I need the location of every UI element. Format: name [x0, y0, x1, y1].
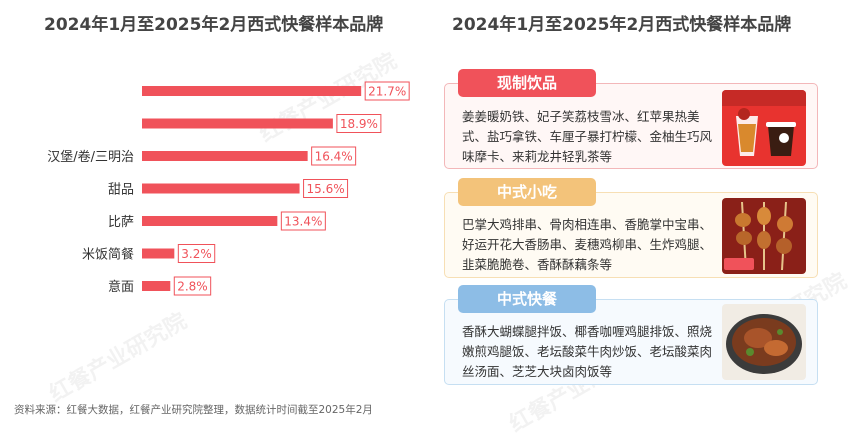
- source-note: 资料来源：红餐大数据，红餐产业研究院整理，数据统计时间截至2025年2月: [14, 404, 373, 416]
- data-label: 2.8%: [177, 280, 208, 294]
- category-label: 比萨: [108, 215, 134, 230]
- rice-dish-photo: [722, 304, 806, 380]
- data-label: 15.6%: [306, 182, 344, 196]
- right-panel-title: 2024年1月至2025年2月西式快餐样本品牌: [452, 15, 792, 35]
- bar: [142, 118, 333, 129]
- data-label-box: [173, 276, 212, 296]
- bar: [142, 248, 175, 259]
- card-drinks-header: 现制饮品: [458, 69, 596, 97]
- bar: [142, 183, 300, 194]
- bar: [142, 86, 362, 96]
- bar: [142, 151, 308, 161]
- bar-chart: 21.7% 18.9% 汉堡/卷/三明治 16.4% 甜品 15.6% 比萨 13.4% 米饭简…: [47, 81, 410, 296]
- card-snacks-text: 巴掌大鸡排串、骨肉相连串、香脆掌中宝串、好运开花大香肠串、麦穗鸡柳串、生炸鸡腿、…: [462, 217, 713, 272]
- data-label-box: [280, 211, 326, 231]
- card-fast-food-text: 香酥大蝴蝶腿拌饭、椰香咖喱鸡腿排饭、照烧嫩煎鸡腿饭、老坛酸菜牛肉炒饭、老坛酸菜肉…: [462, 324, 713, 379]
- bar: [142, 281, 171, 291]
- data-label-box: [177, 244, 216, 263]
- category-label: 米饭简餐: [82, 247, 134, 263]
- data-label-box: [336, 114, 382, 133]
- category-label: 甜品: [108, 182, 134, 198]
- card-drinks-text: 姜姜暖奶铁、妃子笑荔枝雪冰、红苹果热美式、盐巧拿铁、车厘子暴打柠檬、金柚生巧风味…: [462, 109, 713, 164]
- bar: [142, 216, 278, 226]
- left-chart-title: 2024年1月至2025年2月西式快餐样本品牌: [44, 15, 384, 35]
- data-label: 21.7%: [368, 85, 406, 99]
- data-label: 3.2%: [181, 247, 212, 261]
- data-label-box: [311, 146, 357, 166]
- category-label: 意面: [108, 279, 134, 295]
- data-label: 13.4%: [284, 215, 322, 229]
- skewer-photo: [722, 198, 806, 274]
- data-label-box: [303, 179, 349, 198]
- card-fast-food-header: 中式快餐: [458, 285, 596, 313]
- card-snacks-header: 中式小吃: [458, 178, 596, 206]
- category-label: 汉堡/卷/三明治: [47, 149, 134, 165]
- data-label: 18.9%: [340, 117, 378, 131]
- data-label: 16.4%: [315, 150, 353, 164]
- drink-photo: [722, 90, 806, 166]
- data-label-box: [364, 81, 410, 101]
